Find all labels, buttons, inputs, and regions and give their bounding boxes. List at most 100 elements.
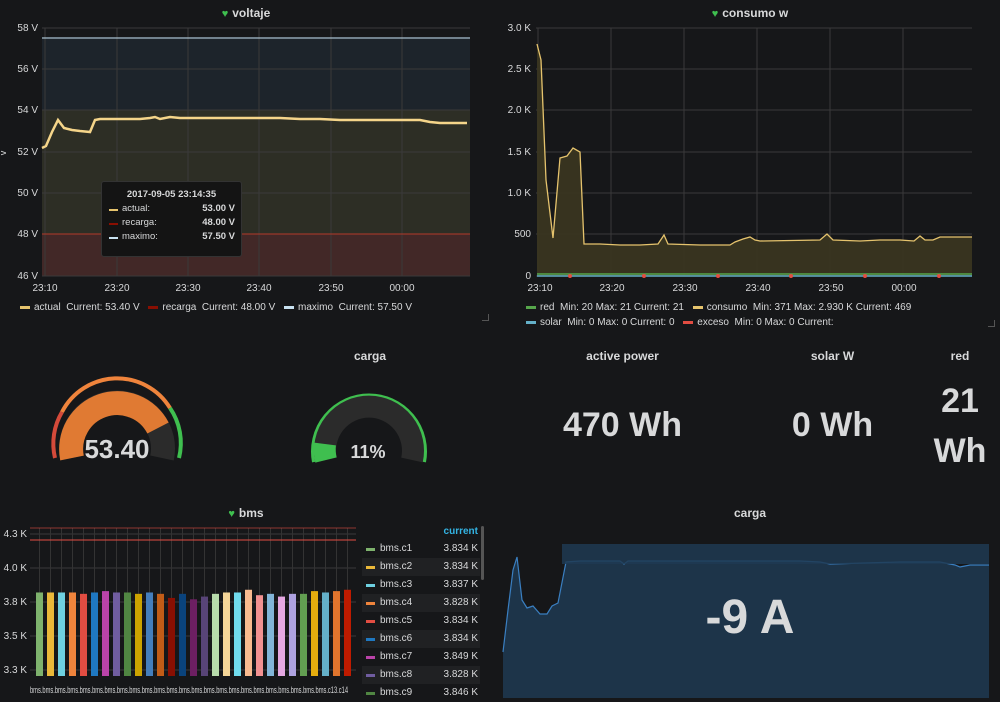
voltaje-legend: actual Current: 53.40 V recarga Current:… bbox=[14, 302, 412, 313]
y-tick: 0 bbox=[525, 271, 531, 282]
solar-title[interactable]: solar W bbox=[810, 349, 855, 363]
bms-bar[interactable] bbox=[36, 592, 43, 676]
carga-sparkline bbox=[502, 544, 989, 698]
bms-title[interactable]: ♥ bms bbox=[228, 506, 264, 520]
y-tick: 3.3 K bbox=[4, 665, 28, 676]
bms-bar[interactable] bbox=[311, 591, 318, 676]
resize-handle[interactable] bbox=[988, 320, 995, 327]
bms-bar[interactable] bbox=[58, 592, 65, 676]
bms-bar[interactable] bbox=[113, 592, 120, 676]
series-name: bms.c5 bbox=[380, 615, 413, 626]
legend-item-recarga[interactable]: recarga Current: 48.00 V bbox=[162, 302, 276, 313]
bms-bar[interactable] bbox=[322, 592, 329, 676]
x-tick: 23:40 bbox=[745, 283, 770, 294]
x-tick: 23:10 bbox=[32, 283, 57, 294]
bms-legend-row[interactable]: bms.c6 3.834 K bbox=[362, 630, 480, 648]
bms-bar[interactable] bbox=[278, 596, 285, 676]
y-tick: 3.0 K bbox=[508, 23, 532, 34]
bms-legend-row[interactable]: bms.c8 3.828 K bbox=[362, 666, 480, 684]
voltaje-panel: ♥ voltaje 58 V 56 V 54 V 52 V 50 V 48 V 4… bbox=[0, 0, 492, 330]
bms-bar[interactable] bbox=[91, 592, 98, 676]
red-title[interactable]: red bbox=[950, 349, 970, 363]
tooltip-row: recarga: 48.00 V bbox=[102, 217, 241, 231]
bms-bar[interactable] bbox=[245, 589, 252, 676]
voltaje-title[interactable]: ♥ voltaje bbox=[221, 6, 271, 20]
bms-bar[interactable] bbox=[190, 599, 197, 676]
bms-bar[interactable] bbox=[80, 593, 87, 676]
bms-bar[interactable] bbox=[344, 589, 351, 676]
gauge-threshold-green bbox=[168, 406, 183, 459]
bms-bar[interactable] bbox=[146, 592, 153, 676]
legend-item-exceso[interactable]: exceso Min: 0 Max: 0 Current: bbox=[697, 317, 834, 328]
y-tick: 3.5 K bbox=[4, 631, 28, 642]
carga-current-value: -9 A bbox=[705, 591, 795, 644]
bms-bar[interactable] bbox=[256, 595, 263, 676]
voltaje-graph: 58 V 56 V 54 V 52 V 50 V 48 V 46 V 23:10… bbox=[0, 23, 470, 294]
carga-gauge-title[interactable]: carga bbox=[353, 349, 387, 363]
carga-current-title[interactable]: carga bbox=[733, 506, 767, 520]
bms-legend-row[interactable]: bms.c7 3.849 K bbox=[362, 648, 480, 666]
actual-line bbox=[41, 115, 467, 150]
bms-legend-row[interactable]: bms.c5 3.834 K bbox=[362, 612, 480, 630]
x-tick: 23:50 bbox=[318, 283, 343, 294]
series-value: 3.828 K bbox=[443, 597, 478, 608]
x-tick: 00:00 bbox=[389, 283, 414, 294]
bms-legend-row[interactable]: bms.c9 3.846 K bbox=[362, 684, 480, 702]
consumo-panel: ♥ consumo w 3.0 K 2.5 K 2.0 K 1.5 K 1.0 K… bbox=[500, 0, 1000, 330]
series-swatch bbox=[366, 674, 375, 677]
series-swatch bbox=[366, 638, 375, 641]
bms-graph: 4.3 K 4.0 K 3.8 K 3.5 K 3.3 K bms.bms.bm… bbox=[4, 527, 356, 695]
bms-legend-row[interactable]: bms.c1 3.834 K bbox=[362, 540, 480, 558]
bms-bar[interactable] bbox=[212, 593, 219, 676]
y-tick: 50 V bbox=[17, 188, 38, 199]
bms-bar[interactable] bbox=[102, 591, 109, 676]
bms-bar[interactable] bbox=[157, 593, 164, 676]
bms-bar[interactable] bbox=[179, 593, 186, 676]
voltage-gauge: 53.40 bbox=[51, 376, 183, 464]
legend-item-red[interactable]: red Min: 20 Max: 21 Current: 21 bbox=[540, 302, 684, 313]
bms-legend-row[interactable]: bms.c3 3.837 K bbox=[362, 576, 480, 594]
bms-bar[interactable] bbox=[168, 597, 175, 676]
red-panel: red 21 Wh bbox=[920, 340, 1000, 490]
bms-bar[interactable] bbox=[333, 591, 340, 676]
active-power-title[interactable]: active power bbox=[586, 349, 659, 363]
legend-item-consumo[interactable]: consumo Min: 371 Max: 2.930 K Current: 4… bbox=[706, 302, 912, 313]
legend-item-solar[interactable]: solar Min: 0 Max: 0 Current: 0 bbox=[540, 317, 675, 328]
bms-legend-row[interactable]: bms.c2 3.834 K bbox=[362, 558, 480, 576]
bms-bar[interactable] bbox=[47, 592, 54, 676]
x-tick: 00:00 bbox=[891, 283, 916, 294]
bms-bar[interactable] bbox=[124, 592, 131, 676]
consumo-area bbox=[537, 44, 972, 276]
bms-bar[interactable] bbox=[300, 593, 307, 676]
x-tick: 23:10 bbox=[527, 283, 552, 294]
bms-bar[interactable] bbox=[234, 592, 241, 676]
bms-bar[interactable] bbox=[223, 592, 230, 676]
bms-bar[interactable] bbox=[289, 593, 296, 676]
resize-handle[interactable] bbox=[482, 314, 489, 321]
gauge-fill bbox=[313, 442, 337, 463]
legend-item-actual[interactable]: actual Current: 53.40 V bbox=[34, 302, 140, 313]
bms-legend-row[interactable]: bms.c4 3.828 K bbox=[362, 594, 480, 612]
consumo-title[interactable]: ♥ consumo w bbox=[711, 6, 789, 20]
red-value-unit: Wh bbox=[933, 432, 987, 470]
bms-bar[interactable] bbox=[135, 593, 142, 676]
exceso-markers bbox=[568, 274, 941, 278]
heart-icon: ♥ bbox=[228, 508, 235, 520]
active-power-value: 470 Wh bbox=[562, 406, 683, 444]
series-swatch bbox=[366, 602, 375, 605]
series-value: 3.849 K bbox=[443, 651, 478, 662]
series-name: bms.c6 bbox=[380, 633, 413, 644]
bms-bar[interactable] bbox=[201, 596, 208, 676]
series-name: bms.c8 bbox=[380, 669, 413, 680]
y-tick: 2.5 K bbox=[508, 64, 532, 75]
bms-bar[interactable] bbox=[267, 593, 274, 676]
gauge-threshold-green bbox=[311, 393, 427, 463]
bms-x-label: bms.bms.bms.bms.bms.bms.bms.bms.bms.bms.… bbox=[30, 685, 348, 695]
y-tick: 56 V bbox=[17, 64, 38, 75]
bms-bar[interactable] bbox=[69, 592, 76, 676]
bms-legend-scrollbar[interactable] bbox=[481, 526, 484, 580]
bms-legend-header[interactable]: current bbox=[443, 526, 478, 537]
y-tick: 1.0 K bbox=[508, 188, 532, 199]
solar-panel: solar W 0 Wh bbox=[745, 340, 920, 490]
legend-item-maximo[interactable]: maximo Current: 57.50 V bbox=[298, 302, 412, 313]
